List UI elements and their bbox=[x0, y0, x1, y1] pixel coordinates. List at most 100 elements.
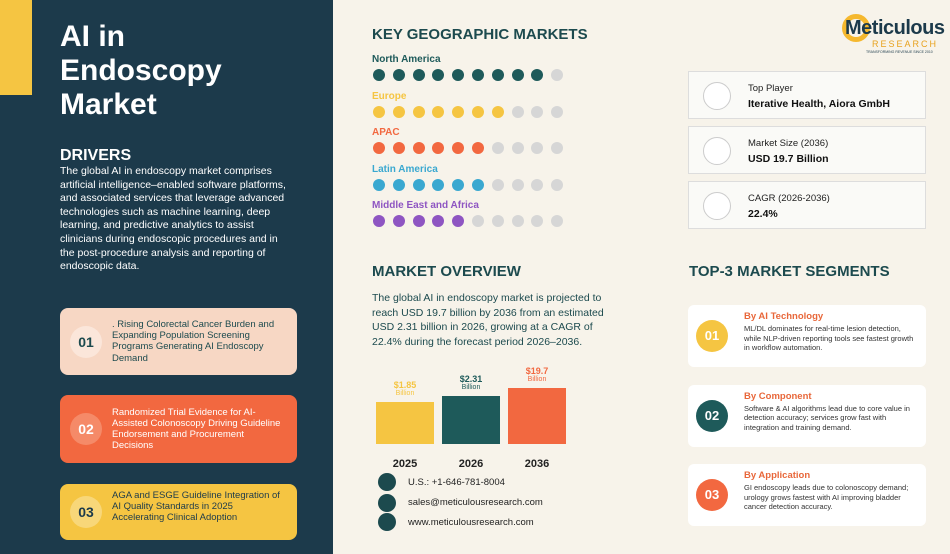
segment-text: GI endoscopy leads due to colonoscopy de… bbox=[744, 483, 909, 511]
drivers-intro: The global AI in endoscopy market compri… bbox=[60, 165, 286, 273]
rating-dot bbox=[412, 69, 425, 81]
overview-text: The global AI in endoscopy market is pro… bbox=[372, 292, 604, 348]
stat-value: USD 19.7 Billion bbox=[748, 153, 829, 165]
rating-dot bbox=[472, 142, 484, 154]
rating-dot bbox=[491, 105, 504, 118]
logo-sub: RESEARCH bbox=[872, 39, 939, 49]
rating-dot bbox=[511, 178, 524, 191]
rating-dot bbox=[373, 142, 385, 154]
rating-dot bbox=[432, 142, 445, 154]
rating-dot bbox=[392, 142, 405, 154]
rating-dot bbox=[392, 69, 405, 81]
rating-dot bbox=[392, 178, 405, 191]
region-name: Middle East and Africa bbox=[372, 200, 479, 211]
bar-unit: Billion bbox=[395, 390, 415, 397]
region-name: North America bbox=[372, 54, 441, 65]
accent-bar bbox=[0, 0, 32, 95]
web-icon bbox=[378, 513, 396, 531]
stat-box: Market Size (2036) USD 19.7 Billion bbox=[688, 126, 926, 174]
bar-value: $2.31 bbox=[459, 374, 483, 384]
rating-dot bbox=[551, 178, 564, 191]
segment-card: 02 By Component Software & AI algorithms l… bbox=[688, 384, 926, 447]
rating-dot bbox=[452, 215, 465, 227]
segment-number: 02 bbox=[696, 399, 728, 432]
rating-dot bbox=[531, 142, 544, 154]
website: www.meticulousresearch.com bbox=[408, 517, 534, 528]
phone-icon bbox=[378, 473, 396, 491]
rating-dot bbox=[511, 142, 524, 154]
geo-heading: KEY GEOGRAPHIC MARKETS bbox=[372, 26, 588, 43]
rating-dot bbox=[472, 69, 484, 81]
rating-dot bbox=[491, 69, 504, 81]
rating-dot bbox=[491, 178, 504, 191]
rating-dot bbox=[392, 105, 405, 118]
bar-unit: Billion bbox=[527, 376, 547, 383]
rating-dot bbox=[373, 69, 385, 81]
rating-dot bbox=[452, 178, 465, 191]
bar-year: 2036 bbox=[524, 458, 550, 470]
bar bbox=[508, 388, 566, 444]
rating-dot bbox=[472, 178, 484, 191]
rating-dot bbox=[452, 69, 465, 81]
segment-text: Software & AI algorithms lead due to cor… bbox=[744, 403, 910, 432]
rating-dot bbox=[511, 215, 524, 227]
driver-card: 01 . Rising Colorectal Cancer Burden and … bbox=[60, 308, 297, 375]
driver-text: . Rising Colorectal Cancer Burden and Ex… bbox=[112, 319, 275, 364]
stat-box: Top Player Iterative Health, Aiora GmbH bbox=[688, 71, 926, 119]
rating-dot bbox=[531, 215, 544, 227]
region-name: APAC bbox=[372, 127, 400, 138]
rating-dot bbox=[432, 178, 445, 191]
stat-label: CAGR (2026-2036) bbox=[748, 193, 830, 204]
rating-dot bbox=[551, 105, 564, 118]
stat-value: 22.4% bbox=[748, 208, 778, 220]
rating-dot bbox=[452, 142, 465, 154]
overview-heading: MARKET OVERVIEW bbox=[372, 263, 521, 280]
driver-text: Randomized Trial Evidence for AI-Assiste… bbox=[112, 406, 281, 452]
stat-label: Market Size (2036) bbox=[748, 138, 829, 149]
bar-value: $1.85 bbox=[393, 380, 417, 390]
segment-title: By Application bbox=[744, 470, 811, 481]
rating-dot bbox=[373, 178, 385, 191]
region-name: Latin America bbox=[372, 163, 438, 175]
rating-dot bbox=[511, 69, 524, 81]
rating-dot bbox=[432, 69, 445, 81]
title: AI in Endoscopy Market bbox=[60, 20, 222, 121]
phone: U.S.: +1-646-781-8004 bbox=[408, 477, 505, 488]
driver-number: 01 bbox=[70, 325, 102, 358]
segments-heading: TOP-3 MARKET SEGMENTS bbox=[689, 263, 890, 280]
rating-dot bbox=[432, 215, 445, 227]
segment-card: 01 By AI Technology ML/DL dominates for re… bbox=[688, 305, 926, 367]
segment-text: ML/DL dominates for real-time lesion det… bbox=[744, 324, 914, 352]
rating-dot bbox=[551, 215, 564, 227]
segment-number: 03 bbox=[696, 479, 728, 511]
email: sales@meticulousresearch.com bbox=[408, 497, 543, 508]
rating-dot bbox=[412, 142, 425, 154]
rating-dot bbox=[551, 142, 564, 154]
drivers-heading: DRIVERS bbox=[60, 147, 132, 164]
rating-dot bbox=[491, 142, 504, 154]
rating-dot bbox=[412, 178, 425, 191]
driver-number: 02 bbox=[70, 413, 102, 445]
stat-icon bbox=[703, 192, 731, 220]
rating-dot bbox=[472, 215, 484, 227]
segment-card: 03 By Application GI endoscopy leads due t… bbox=[688, 464, 926, 526]
segment-title: By Component bbox=[744, 390, 812, 402]
rating-dot bbox=[392, 215, 405, 227]
driver-card: 02 Randomized Trial Evidence for AI-Assis… bbox=[60, 395, 297, 463]
rating-dot bbox=[412, 215, 425, 227]
bar-unit: Billion bbox=[461, 384, 481, 391]
rating-dot bbox=[551, 69, 564, 81]
driver-card: 03 AGA and ESGE Guideline Integration of … bbox=[60, 484, 297, 540]
bar bbox=[376, 402, 434, 444]
rating-dot bbox=[531, 69, 544, 81]
rating-dot bbox=[531, 178, 544, 191]
rating-dot bbox=[373, 105, 385, 118]
rating-dot bbox=[491, 215, 504, 227]
rating-dot bbox=[373, 215, 385, 227]
rating-dot bbox=[472, 105, 484, 118]
segment-number: 01 bbox=[696, 320, 728, 352]
stat-icon bbox=[703, 137, 731, 165]
bar-value: $19.7 bbox=[525, 366, 549, 376]
email-icon bbox=[378, 494, 396, 512]
